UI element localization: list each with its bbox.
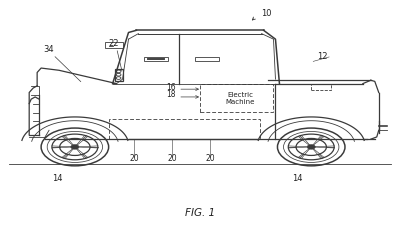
Bar: [114, 69, 122, 81]
Text: 34: 34: [43, 45, 54, 54]
Bar: [195, 57, 219, 61]
Bar: [105, 43, 122, 48]
Circle shape: [71, 145, 79, 149]
Text: 20: 20: [130, 154, 139, 163]
Text: Electric
Machine: Electric Machine: [226, 92, 255, 105]
Text: 20: 20: [205, 154, 215, 163]
Text: 12: 12: [317, 52, 328, 61]
Circle shape: [307, 145, 315, 149]
Text: 14: 14: [52, 174, 62, 183]
Bar: [144, 57, 168, 61]
Bar: [200, 84, 274, 112]
Text: 16: 16: [166, 83, 176, 92]
Text: 10: 10: [262, 9, 272, 18]
Text: 20: 20: [167, 154, 177, 163]
Text: 18: 18: [166, 90, 176, 99]
Text: 14: 14: [292, 174, 302, 183]
Bar: [311, 84, 331, 90]
Text: 22: 22: [109, 39, 119, 48]
Text: FIG. 1: FIG. 1: [185, 207, 215, 218]
Bar: [109, 119, 260, 139]
